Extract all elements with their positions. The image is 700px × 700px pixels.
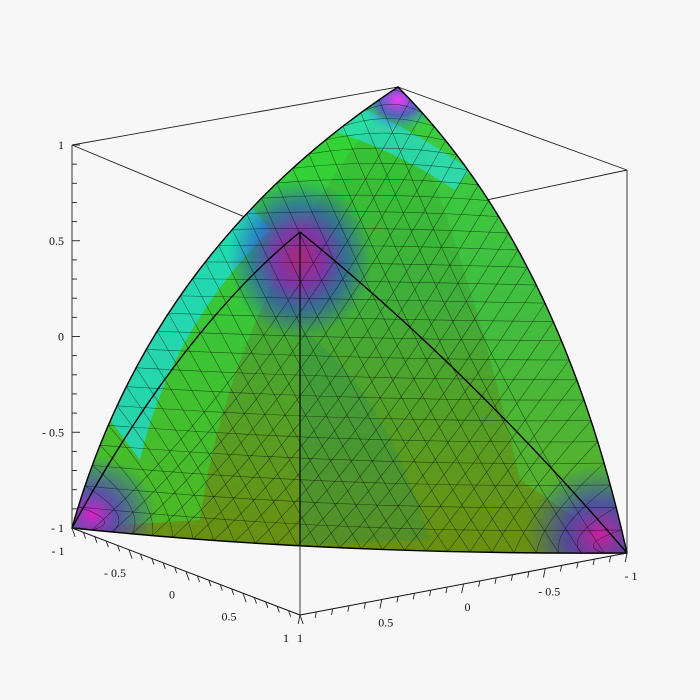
surface-seam — [299, 231, 627, 554]
right-base-axis-tick — [331, 608, 334, 615]
left-base-axis-tick — [231, 588, 235, 596]
left-base-axis-tick-label: 0.5 — [222, 609, 237, 623]
right-base-axis-tick — [527, 571, 530, 578]
right-base-axis-tick-label: - 1 — [625, 569, 638, 583]
left-base-axis-tick — [151, 558, 155, 565]
right-base-axis-tick — [314, 611, 317, 618]
right-base-axis-tick — [297, 614, 301, 625]
left-base-axis-tick — [265, 601, 269, 609]
left-base-axis-tick — [196, 575, 200, 582]
left-base-axis-tick — [128, 549, 133, 559]
vertical-axis: 1 0.5 0 - 0.5 - 1 — [42, 138, 80, 535]
right-base-axis-tick — [379, 599, 383, 609]
surface-hotspot — [525, 465, 627, 554]
right-base-axis-tick — [494, 577, 497, 584]
right-base-axis-tick — [559, 565, 563, 572]
left-base-axis-tick — [299, 614, 304, 625]
right-base-axis: 1 0.5 0 - 0.5 - 1 — [297, 552, 638, 645]
left-base-axis-tick-label: 0 — [169, 588, 175, 602]
left-base-axis-tick — [82, 532, 86, 539]
left-base-axis-tick — [71, 527, 76, 538]
surface-mesh — [78, 90, 622, 554]
right-base-axis-tick — [363, 602, 366, 609]
right-base-axis-tick — [445, 587, 448, 594]
left-base-axis-tick — [242, 593, 247, 603]
vertical-axis-tick-label: 0.5 — [49, 234, 64, 248]
left-base-axis-tick — [139, 553, 143, 561]
right-base-axis-tick — [576, 562, 579, 569]
left-base-axis-tick-label: 1 — [283, 631, 289, 645]
left-base-axis-tick — [219, 584, 223, 591]
left-base-axis-tick — [276, 606, 280, 613]
right-base-axis-tick — [396, 596, 399, 603]
vertical-axis-tick-label: 1 — [58, 138, 64, 152]
vertical-axis-tick-label: - 1 — [51, 521, 64, 535]
left-base-axis-tick — [174, 567, 178, 574]
surface-band — [300, 330, 430, 545]
right-base-axis-tick-label: 1 — [297, 631, 303, 645]
right-base-axis-tick — [543, 568, 546, 578]
right-base-axis-tick — [510, 574, 513, 581]
surface-hotspot — [358, 87, 438, 132]
left-base-axis-tick — [162, 562, 166, 569]
right-base-axis-tick — [412, 593, 415, 600]
left-base-axis-tick — [208, 580, 212, 587]
left-base-axis-tick — [117, 545, 121, 552]
left-base-axis-tick-label: - 0.5 — [104, 566, 126, 580]
surface-outline — [71, 86, 628, 554]
surface-band — [398, 87, 627, 553]
left-base-axis-tick — [253, 597, 257, 604]
right-base-axis-tick-label: 0 — [465, 600, 471, 614]
surface-fill — [72, 87, 627, 554]
vertical-axis-tick-label: - 0.5 — [42, 425, 64, 439]
right-base-axis-tick-label: 0.5 — [378, 616, 393, 630]
surface-seam — [72, 231, 301, 529]
right-base-axis-tick — [478, 580, 481, 587]
surface — [71, 86, 628, 554]
surface-hotspot — [72, 455, 157, 554]
right-base-axis-tick — [592, 559, 595, 566]
box-edge — [397, 86, 628, 171]
left-base-axis: - 1 - 0.5 0 0.5 1 — [52, 527, 304, 645]
left-base-axis-tick-label: - 1 — [52, 544, 65, 558]
left-base-axis-tick — [105, 540, 109, 548]
vertical-axis-tick-label: 0 — [58, 330, 64, 344]
left-base-axis-tick — [185, 571, 190, 581]
left-base-axis-tick — [288, 610, 292, 617]
right-base-axis-tick — [609, 556, 612, 563]
right-base-axis-tick — [347, 605, 350, 612]
left-base-axis-tick — [94, 536, 98, 543]
right-base-axis-tick — [429, 590, 432, 597]
right-base-axis-tick — [624, 552, 628, 563]
right-base-axis-tick-label: - 0.5 — [538, 585, 560, 599]
right-base-axis-tick — [461, 583, 464, 594]
box-edge — [71, 86, 399, 146]
